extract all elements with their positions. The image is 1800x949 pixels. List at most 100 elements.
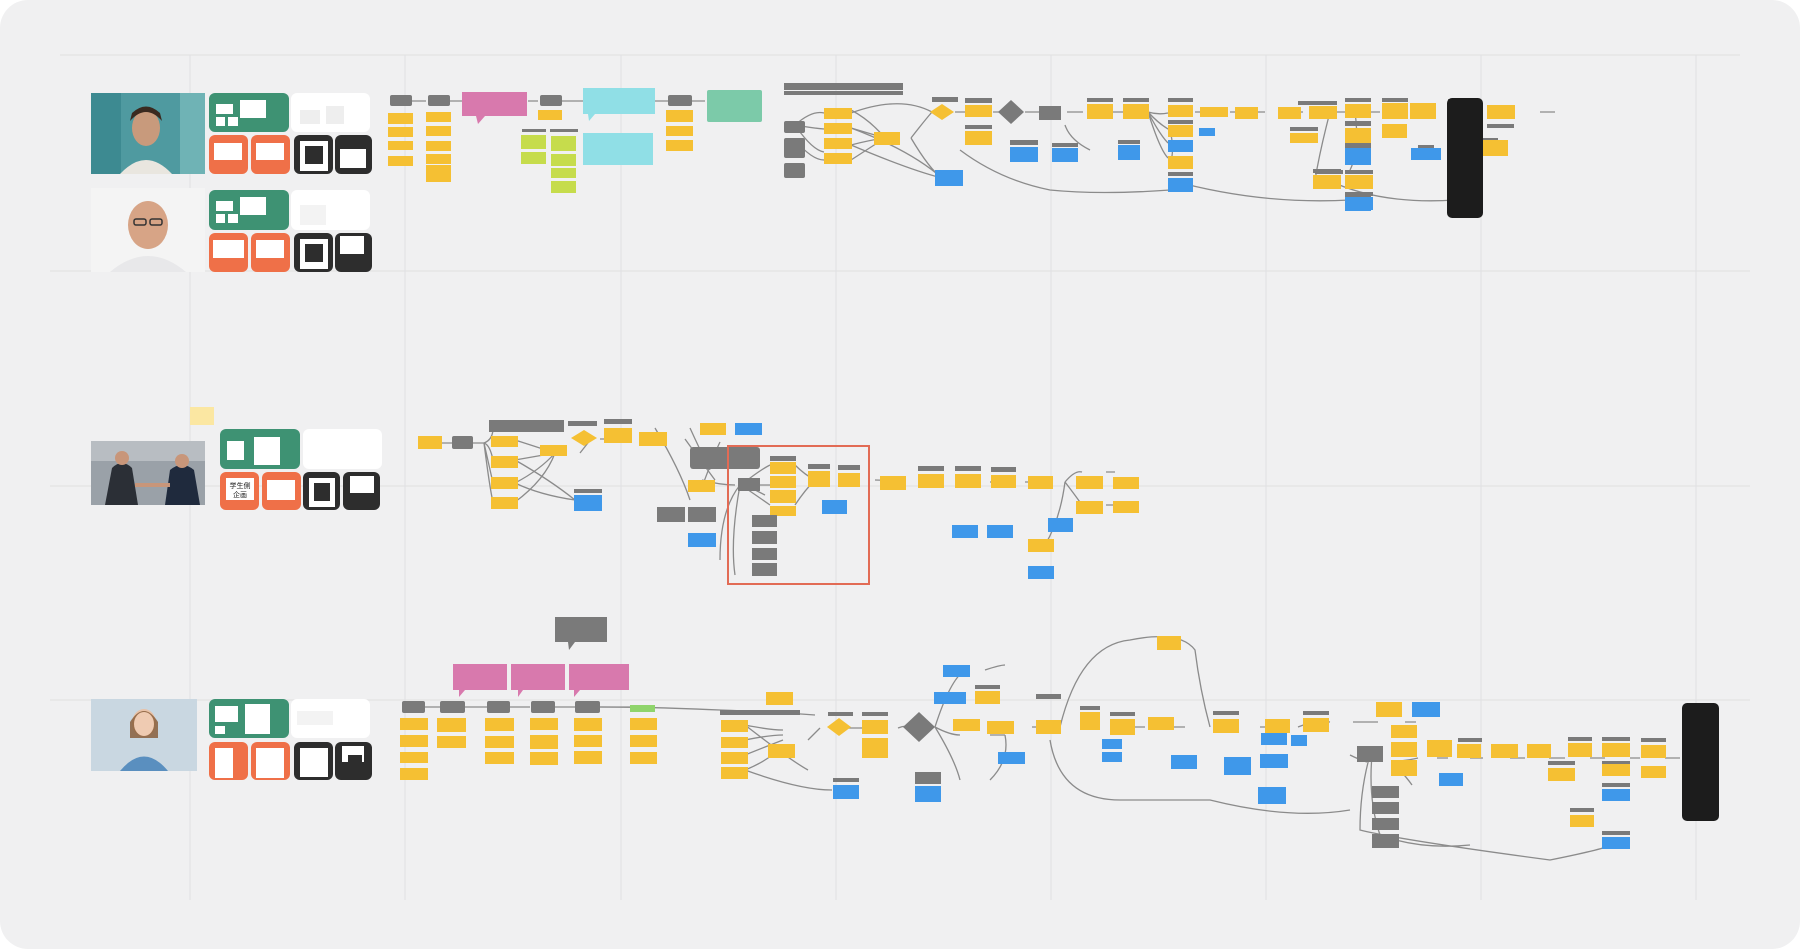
sticky-note-blue[interactable]	[1048, 518, 1073, 532]
sticky-note-blue[interactable]	[574, 495, 602, 511]
sticky-note[interactable]	[1309, 106, 1337, 119]
sticky-note[interactable]	[880, 476, 906, 490]
sticky-note[interactable]	[688, 480, 715, 492]
step-node[interactable]	[690, 447, 760, 469]
sticky-note-blue[interactable]	[1052, 148, 1078, 162]
speech-bubble-cyan[interactable]	[583, 88, 655, 121]
sticky-note[interactable]	[1168, 156, 1193, 169]
step-node[interactable]	[1039, 106, 1061, 120]
sticky-note[interactable]	[491, 436, 518, 447]
sticky-note[interactable]	[1036, 720, 1061, 734]
step-node[interactable]	[1357, 746, 1383, 762]
speech-bubble-pink[interactable]	[511, 664, 565, 697]
sticky-note[interactable]	[766, 692, 793, 705]
step-node[interactable]	[915, 772, 941, 784]
persona-cards-1[interactable]	[209, 93, 372, 174]
sticky-note[interactable]	[975, 691, 1000, 704]
sticky-note[interactable]	[1157, 636, 1181, 650]
step-node[interactable]	[784, 121, 805, 133]
sticky-note-blue[interactable]	[987, 525, 1013, 538]
sticky-note[interactable]	[918, 474, 944, 488]
sticky-note[interactable]	[768, 744, 795, 758]
sticky-note[interactable]	[1235, 107, 1258, 119]
step-node[interactable]	[402, 701, 425, 713]
sticky-note[interactable]	[808, 471, 830, 487]
end-card-top[interactable]	[1447, 98, 1483, 218]
sticky-note[interactable]	[574, 735, 602, 747]
sticky-note[interactable]	[953, 719, 980, 731]
sticky-note[interactable]	[1278, 107, 1301, 119]
sticky-note-blue[interactable]	[735, 423, 762, 435]
sticky-note[interactable]	[574, 718, 602, 731]
sticky-note[interactable]	[1265, 719, 1290, 733]
sticky-note[interactable]	[388, 127, 413, 137]
sticky-note[interactable]	[824, 138, 852, 149]
sticky-note[interactable]	[965, 131, 992, 145]
sticky-note-blue[interactable]	[943, 665, 970, 677]
sticky-note-blue[interactable]	[1102, 752, 1122, 762]
sticky-note[interactable]	[485, 718, 514, 731]
step-node[interactable]	[1372, 834, 1399, 848]
sticky-note[interactable]	[1113, 477, 1139, 489]
sticky-note[interactable]	[700, 423, 726, 435]
sticky-note-blue[interactable]	[1028, 566, 1054, 579]
sticky-note[interactable]	[1382, 124, 1407, 138]
sticky-note[interactable]	[630, 718, 657, 730]
step-node[interactable]	[531, 701, 555, 713]
highlight-frame[interactable]	[727, 445, 870, 585]
sticky-note-blue[interactable]	[1258, 787, 1286, 804]
sticky-note-blue[interactable]	[1260, 754, 1288, 768]
sticky-note[interactable]	[1382, 103, 1408, 119]
step-node[interactable]	[540, 95, 562, 106]
speech-bubble-pink[interactable]	[462, 92, 527, 124]
sticky-note-lime[interactable]	[551, 136, 576, 151]
sticky-note[interactable]	[1087, 104, 1113, 119]
sticky-note[interactable]	[1313, 175, 1341, 189]
decision-diamond[interactable]	[571, 430, 597, 446]
sticky-note-lime[interactable]	[551, 168, 576, 178]
sticky-note[interactable]	[1148, 717, 1174, 730]
persona-cards-3[interactable]: 学生側 企画	[190, 407, 382, 510]
sticky-note[interactable]	[838, 473, 860, 487]
sticky-note[interactable]	[991, 475, 1016, 488]
sticky-note-blue[interactable]	[1261, 733, 1287, 745]
sticky-note[interactable]	[388, 141, 413, 150]
sticky-note[interactable]	[630, 735, 657, 747]
sticky-note[interactable]	[1548, 768, 1575, 781]
sticky-note[interactable]	[1123, 104, 1149, 119]
sticky-note[interactable]	[388, 156, 413, 166]
sticky-note[interactable]	[1391, 725, 1417, 738]
sticky-note[interactable]	[1427, 740, 1452, 757]
sticky-note[interactable]	[987, 721, 1014, 734]
step-node[interactable]	[668, 95, 692, 106]
sticky-note-blue[interactable]	[1118, 145, 1140, 160]
step-node[interactable]	[657, 507, 685, 522]
decision-diamond-gray[interactable]	[903, 712, 935, 742]
sticky-note[interactable]	[1641, 745, 1666, 758]
sticky-note[interactable]	[1527, 744, 1551, 758]
sticky-note[interactable]	[1076, 476, 1103, 489]
sticky-note[interactable]	[530, 735, 558, 749]
sticky-note[interactable]	[426, 126, 451, 136]
sticky-note[interactable]	[400, 768, 428, 780]
sticky-note[interactable]	[1028, 476, 1053, 489]
step-node[interactable]	[752, 563, 777, 576]
sticky-note[interactable]	[1076, 501, 1103, 514]
sticky-note[interactable]	[666, 140, 693, 151]
sticky-note-blue[interactable]	[935, 170, 963, 186]
sticky-note[interactable]	[1113, 501, 1139, 513]
sticky-note[interactable]	[721, 737, 748, 748]
sticky-note[interactable]	[1290, 133, 1318, 143]
sticky-note[interactable]	[530, 718, 558, 730]
sticky-note[interactable]	[721, 752, 748, 764]
sticky-note[interactable]	[1568, 743, 1592, 757]
step-node[interactable]	[390, 95, 412, 106]
step-node[interactable]	[752, 548, 777, 560]
sticky-note[interactable]	[491, 497, 518, 509]
sticky-note[interactable]	[1641, 766, 1666, 778]
sticky-note-blue[interactable]	[934, 692, 966, 704]
persona-photo-1[interactable]	[91, 93, 205, 174]
sticky-note[interactable]	[862, 720, 888, 734]
step-node[interactable]	[452, 436, 473, 449]
sticky-note[interactable]	[1491, 744, 1518, 758]
